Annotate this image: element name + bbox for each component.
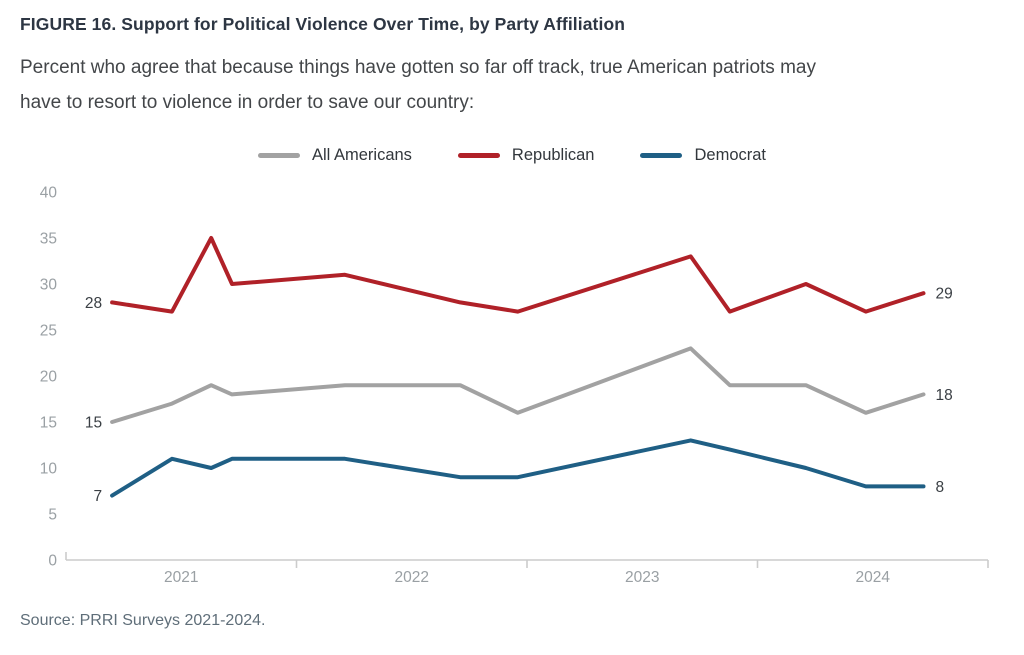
y-axis-tick-label: 15 bbox=[40, 415, 57, 432]
figure-title: FIGURE 16. Support for Political Violenc… bbox=[20, 14, 626, 34]
series-line-all-americans bbox=[110, 346, 926, 424]
y-axis-tick-label: 5 bbox=[48, 507, 57, 524]
y-axis-tick-label: 35 bbox=[40, 231, 57, 248]
y-axis-tick-label: 40 bbox=[40, 185, 58, 202]
series-line-republican bbox=[110, 236, 926, 314]
legend-item-democrat: Democrat bbox=[640, 146, 766, 165]
x-axis-year-label: 2021 bbox=[164, 569, 198, 586]
source-note: Source: PRRI Surveys 2021-2024. bbox=[20, 612, 266, 629]
first-value-label: 7 bbox=[93, 488, 102, 505]
legend-swatch-all-americans bbox=[257, 153, 300, 158]
figure-subtitle: Percent who agree that because things ha… bbox=[20, 50, 816, 120]
series-line-democrat bbox=[110, 438, 926, 498]
legend-swatch-democrat bbox=[640, 153, 683, 158]
last-value-label: 18 bbox=[935, 387, 952, 404]
line-chart: 40 35 30 25 20 15 10 5 0 2021 2022 2023 2024 15 18 28 29… bbox=[40, 185, 989, 586]
legend-label-republican: Republican bbox=[511, 146, 595, 164]
first-value-label: 15 bbox=[85, 415, 102, 432]
x-axis-year-label: 2023 bbox=[625, 569, 659, 586]
y-axis-tick-label: 0 bbox=[48, 553, 57, 570]
x-axis-year-label: 2024 bbox=[856, 569, 891, 586]
legend-swatch-republican bbox=[457, 153, 500, 158]
y-axis-tick-label: 30 bbox=[40, 277, 58, 294]
y-axis-tick-label: 10 bbox=[40, 461, 58, 478]
y-axis-tick-label: 25 bbox=[40, 323, 57, 340]
x-axis-year-label: 2022 bbox=[395, 569, 429, 586]
legend-label-all-americans: All Americans bbox=[311, 146, 412, 164]
first-value-label: 28 bbox=[85, 295, 102, 312]
last-value-label: 8 bbox=[935, 479, 944, 496]
figure-subtitle-line1: Percent who agree that because things ha… bbox=[20, 57, 816, 78]
y-axis-tick-label: 20 bbox=[40, 369, 58, 386]
legend-item-republican: Republican bbox=[457, 146, 595, 165]
figure-subtitle-line2: have to resort to violence in order to s… bbox=[20, 92, 475, 113]
legend-item-all-americans: All Americans bbox=[257, 146, 412, 165]
legend-label-democrat: Democrat bbox=[694, 146, 767, 164]
last-value-label: 29 bbox=[935, 286, 952, 303]
chart-legend: All Americans Republican Democrat bbox=[0, 146, 1024, 165]
